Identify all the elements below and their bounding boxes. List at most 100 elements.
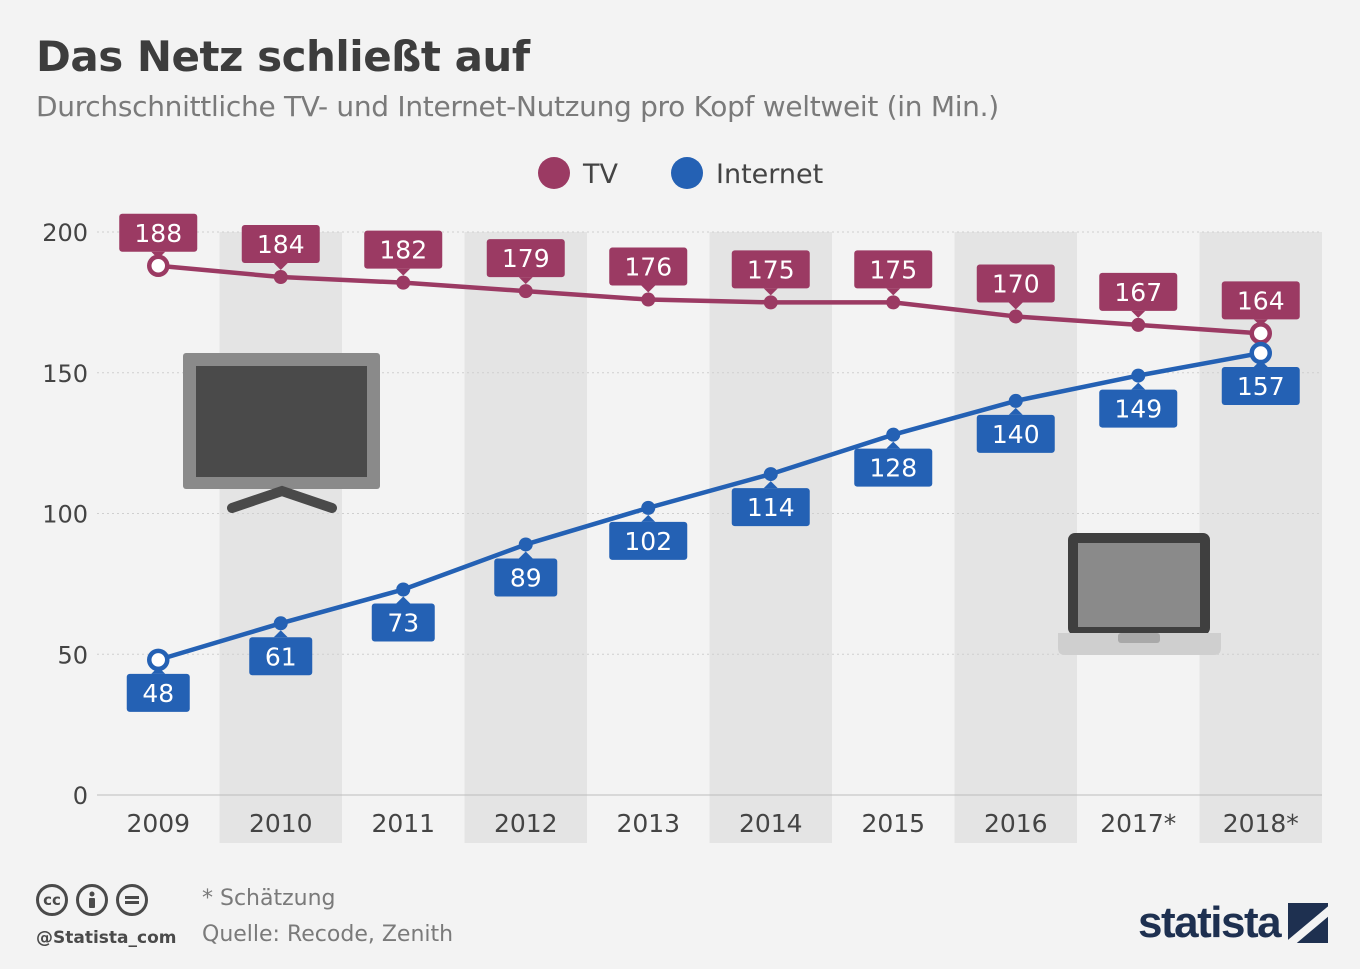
value-label: 149 [1114,395,1162,424]
nd-icon [116,884,148,916]
source-note: Quelle: Recode, Zenith [202,922,454,947]
value-label-pointer [151,666,166,674]
series-line-tv [158,263,1261,336]
value-label-pointer [518,277,533,285]
data-point [886,295,901,310]
value-label-box [609,247,688,286]
license-icons: cc [36,884,148,916]
value-label-box [854,250,933,289]
series-line-internet [157,350,1262,663]
x-tick-label: 2009 [126,809,190,838]
data-point [763,295,778,310]
x-tick-label: 2016 [984,809,1048,838]
value-label-box [976,264,1055,303]
value-label-pointer [1131,310,1146,318]
x-tick-label: 2011 [371,809,435,838]
value-label: 170 [992,269,1040,298]
column-band [219,232,342,843]
data-point [1131,368,1146,383]
value-label: 61 [265,642,297,671]
data-point [147,648,170,672]
data-point [147,254,170,278]
data-point [641,500,656,515]
value-label: 188 [134,219,182,248]
value-label-pointer [886,288,901,296]
statista-handle: @Statista_com [36,928,177,948]
value-label: 164 [1237,286,1285,315]
legend-label: Internet [716,159,823,190]
x-tick-label: 2013 [616,809,680,838]
cc-icon: cc [36,884,68,916]
x-tick-label: 2012 [494,809,558,838]
value-label: 73 [387,609,419,638]
x-tick-label: 2014 [739,809,803,838]
legend-label: TV [582,159,618,190]
data-point [1008,309,1023,324]
value-label: 89 [510,563,542,592]
brand-name: statista [1138,898,1282,947]
value-label-pointer [151,251,166,259]
value-label-pointer [396,596,411,604]
value-label: 128 [869,454,917,483]
tv-stand [227,485,337,513]
value-label: 182 [379,236,427,265]
value-label-pointer [1008,407,1023,415]
value-label-pointer [396,268,411,276]
value-label-box [249,637,313,676]
data-point [763,467,778,482]
column-band [709,232,832,843]
value-label-pointer [1253,360,1268,368]
value-label-box [241,225,320,264]
x-tick-label: 2015 [861,809,925,838]
data-point [396,582,411,597]
value-label-box [119,213,198,252]
laptop-screen [1078,543,1200,627]
data-point [273,270,288,285]
value-label-box [1099,389,1178,428]
tv-screen [196,366,367,477]
data-point [1249,341,1272,365]
value-label-box [486,239,565,278]
data-point [886,427,901,442]
value-label-box [371,603,435,642]
data-point [641,292,656,307]
value-label-box [854,448,933,487]
value-label: 175 [747,255,795,284]
value-label-box [494,558,558,597]
value-label-pointer [763,288,778,296]
value-label-pointer [763,481,778,489]
data-point [273,616,288,631]
value-label-pointer [273,630,288,638]
value-label: 157 [1237,372,1285,401]
value-label-pointer [273,263,288,271]
value-label-pointer [518,551,533,559]
value-label-pointer [886,441,901,449]
statista-logo-icon [1288,903,1329,943]
value-label: 179 [502,244,550,273]
value-label: 167 [1114,278,1162,307]
value-label: 102 [624,527,672,556]
data-point [396,275,411,290]
laptop-base [1058,633,1221,655]
y-tick-label: 150 [42,360,88,388]
value-label-box [609,521,688,560]
y-tick-label: 200 [42,219,88,247]
value-label: 175 [869,255,917,284]
value-label-pointer [1253,319,1268,327]
value-label-pointer [641,514,656,522]
chart-title: Das Netz schließt auf [36,32,530,81]
value-label-box [1099,272,1178,311]
statista-logo[interactable]: statista [1138,898,1329,948]
x-tick-label: 2018* [1223,809,1299,838]
value-label-box [976,414,1055,453]
value-label-box [364,230,443,269]
value-label-box [731,250,810,289]
value-label-box [1221,367,1300,406]
y-tick-label: 0 [73,782,88,810]
data-point [1249,322,1272,345]
by-icon [76,884,108,916]
y-tick-label: 100 [42,501,88,529]
value-label-pointer [1131,382,1146,390]
value-label-pointer [1008,302,1023,310]
